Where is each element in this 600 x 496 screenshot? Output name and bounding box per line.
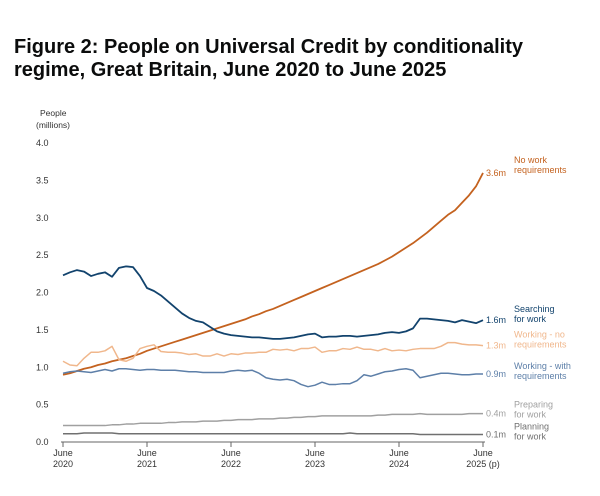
series-end-value: 0.9m: [486, 369, 506, 379]
chart-title: Figure 2: People on Universal Credit by …: [14, 36, 523, 81]
series-name: requirements: [514, 340, 567, 350]
x-tick-label: 2024: [389, 459, 409, 469]
x-tick-label: June: [389, 448, 409, 458]
series-line: [62, 265, 484, 340]
y-axis-label-line-2: (millions): [36, 120, 70, 130]
series-end-value: 1.3m: [486, 341, 506, 351]
series-line: [62, 368, 483, 388]
x-tick-label: June: [137, 448, 157, 458]
series-line: [62, 172, 484, 376]
y-tick-label: 0.5: [36, 400, 49, 410]
y-axis-ticks: 0.0 0.5 1.0 1.5 2.0 2.5 3.0 3.5 4.0: [36, 138, 49, 447]
y-tick-label: 2.5: [36, 250, 49, 260]
x-axis: June2020June2021June2022June2023June2024…: [53, 441, 500, 469]
series-line: [63, 432, 483, 436]
series-end-value: 0.1m: [486, 430, 506, 440]
series-name: Working - no: [514, 330, 565, 340]
y-tick-label: 1.5: [36, 325, 49, 335]
series-name: Preparing: [514, 400, 553, 410]
series-name: No work: [514, 155, 548, 165]
x-tick-label: 2025 (p): [466, 459, 500, 469]
series-end-value: 0.4m: [486, 409, 506, 419]
x-tick-label: June: [53, 448, 73, 458]
series-end-value: 1.6m: [486, 315, 506, 325]
y-tick-label: 0.0: [36, 437, 49, 447]
x-tick-label: 2020: [53, 459, 73, 469]
x-tick-label: June: [305, 448, 325, 458]
y-axis-label-line-1: People: [40, 108, 67, 118]
series-name: Planning: [514, 422, 549, 432]
series-name: for work: [514, 314, 547, 324]
x-tick-label: 2023: [305, 459, 325, 469]
y-tick-label: 4.0: [36, 138, 49, 148]
x-tick-label: June: [473, 448, 493, 458]
series-line: [63, 412, 483, 427]
series-name: requirements: [514, 165, 567, 175]
series-line: [62, 341, 484, 367]
series-lines: [62, 172, 484, 436]
series-name: Working - with: [514, 361, 571, 371]
series-name: Searching: [514, 304, 555, 314]
series-name: for work: [514, 410, 547, 420]
y-tick-label: 1.0: [36, 362, 49, 372]
y-tick-label: 2.0: [36, 288, 49, 298]
series-name: requirements: [514, 371, 567, 381]
series-name: for work: [514, 432, 547, 442]
y-tick-label: 3.0: [36, 213, 49, 223]
y-tick-label: 3.5: [36, 175, 49, 185]
x-tick-label: June: [221, 448, 241, 458]
x-tick-label: 2021: [137, 459, 157, 469]
x-tick-label: 2022: [221, 459, 241, 469]
series-end-value: 3.6m: [486, 168, 506, 178]
